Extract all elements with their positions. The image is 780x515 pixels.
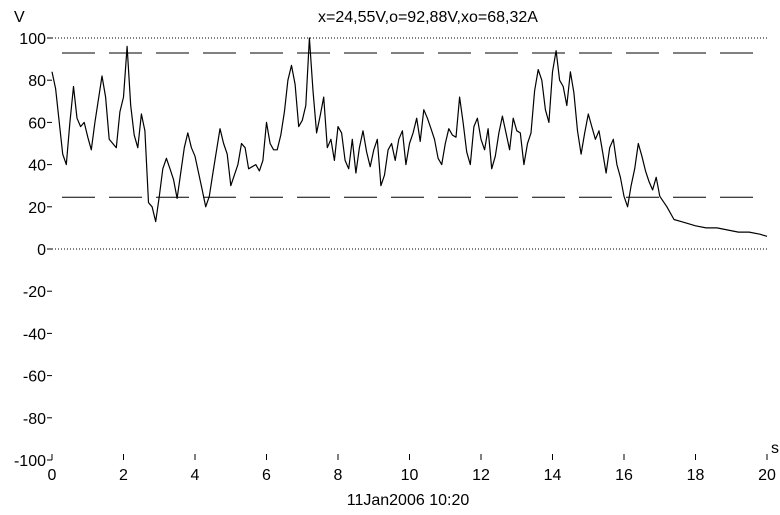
y-tick-label: -20	[23, 284, 46, 301]
series-group	[51, 37, 768, 237]
y-axis-ticks: 100 80 60 40 20 0 -20 -40 -60 -80 -100	[14, 31, 52, 470]
x-tick-label: 14	[544, 467, 562, 484]
y-axis-label: V	[14, 9, 25, 26]
x-tick-label: 18	[687, 467, 705, 484]
x-axis-ticks: 0 2 4 6 8 10 12 14 16 18 20	[48, 454, 776, 484]
x-tick-label: 10	[401, 467, 419, 484]
x-tick-label: 2	[119, 467, 128, 484]
x-tick-label: 20	[758, 467, 776, 484]
y-tick-label: -60	[23, 369, 46, 386]
x-tick-label: 12	[472, 467, 490, 484]
y-tick-label: -40	[23, 326, 46, 343]
y-tick-label: -80	[23, 411, 46, 428]
y-tick-label: 40	[28, 158, 46, 175]
y-tick-label: 60	[28, 115, 46, 132]
y-tick-label: 100	[19, 31, 46, 48]
y-tick-label: 20	[28, 200, 46, 217]
series-line-0	[51, 37, 768, 237]
timestamp-label: 11Jan2006 10:20	[347, 492, 470, 509]
reference-lines	[52, 37, 767, 250]
x-tick-label: 8	[334, 467, 343, 484]
y-tick-label: 80	[28, 73, 46, 90]
chart-title: x=24,55V,o=92,88V,xo=68,32A	[318, 9, 538, 26]
y-tick-label: -100	[14, 453, 46, 470]
x-tick-label: 0	[48, 467, 57, 484]
x-tick-label: 6	[262, 467, 271, 484]
x-axis-label: s	[771, 440, 779, 457]
y-tick-label: 0	[37, 242, 46, 259]
x-tick-label: 4	[191, 467, 200, 484]
x-tick-label: 16	[615, 467, 633, 484]
